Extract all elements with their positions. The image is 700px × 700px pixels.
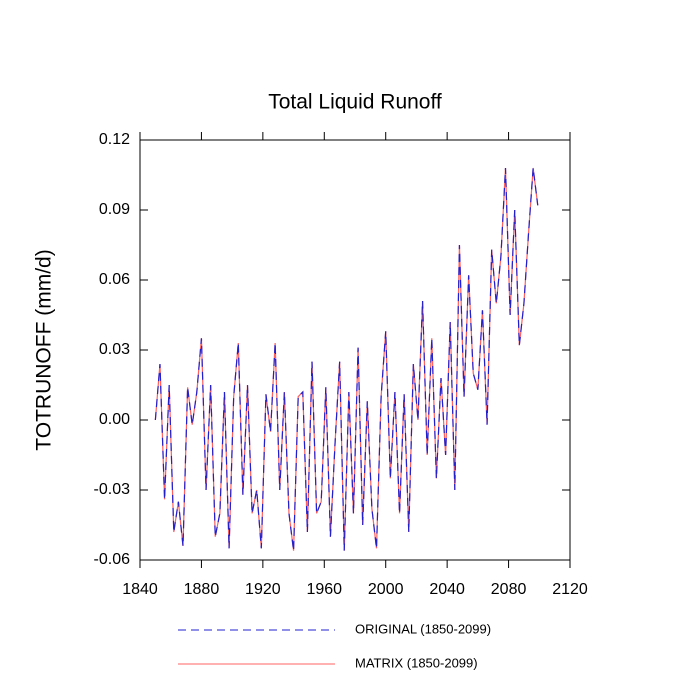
y-tick-label: 0.12 <box>99 131 130 148</box>
y-tick-label: 0.06 <box>99 271 130 288</box>
plot-frame <box>139 139 571 561</box>
x-tick-label: 2040 <box>429 581 465 598</box>
x-tick-label: 1960 <box>306 581 342 598</box>
y-tick-label: 0.03 <box>99 341 130 358</box>
y-tick-label: -0.06 <box>94 551 131 568</box>
legend-label: ORIGINAL (1850-2099) <box>355 621 491 636</box>
x-tick-label: 2120 <box>552 581 588 598</box>
x-tick-label: 1920 <box>245 581 281 598</box>
x-tick-label: 2000 <box>368 581 404 598</box>
x-tick-label: 2080 <box>491 581 527 598</box>
y-axis-label: TOTRUNOFF (mm/d) <box>33 249 56 450</box>
y-tick-label: 0.09 <box>99 201 130 218</box>
legend-label: MATRIX (1850-2099) <box>355 655 478 670</box>
series-line <box>154 167 539 551</box>
y-tick-label: 0.00 <box>99 411 130 428</box>
series-line <box>154 167 539 551</box>
x-tick-label: 1840 <box>122 581 158 598</box>
y-tick-label: -0.03 <box>94 481 131 498</box>
chart-title: Total Liquid Runoff <box>268 91 442 114</box>
x-tick-label: 1880 <box>184 581 220 598</box>
